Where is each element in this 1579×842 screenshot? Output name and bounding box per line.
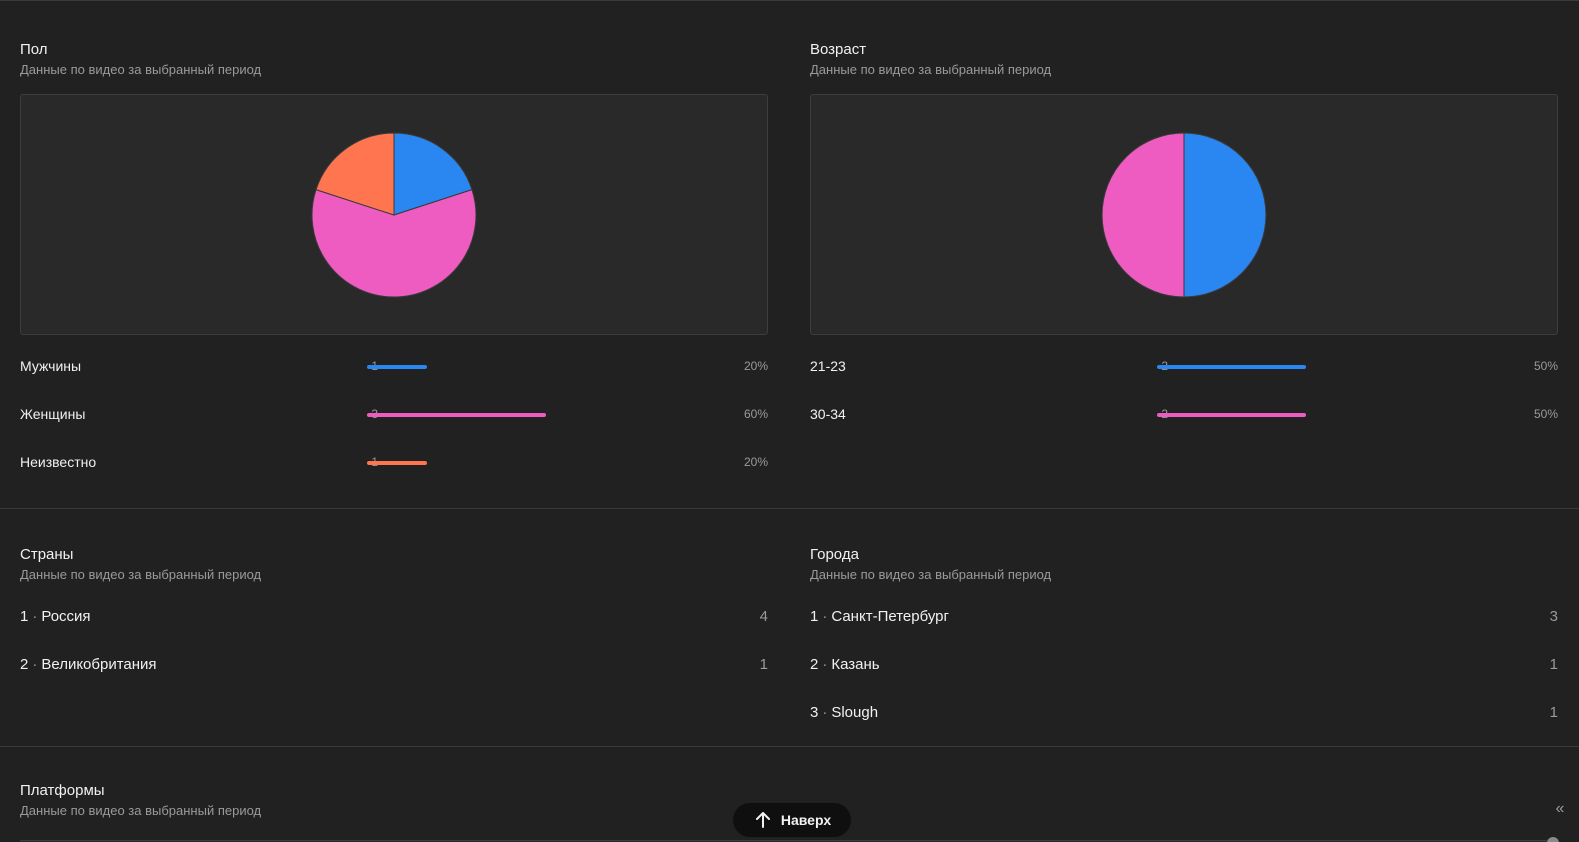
list-item-separator: · — [822, 656, 828, 673]
list-item-count: 1 — [1549, 704, 1558, 721]
list-item-name: Великобритания — [41, 656, 157, 673]
list-item-left: 2 · Казань — [810, 654, 880, 676]
age-pie-svg — [1101, 132, 1267, 298]
list-item-left: 1 · Россия — [20, 606, 91, 628]
list-item: 1 · Санкт-Петербург 3 — [810, 606, 1558, 628]
scroll-to-top-label: Наверх — [780, 812, 832, 828]
distribution-percent: 60% — [743, 407, 768, 421]
list-item: 2 · Великобритания 1 — [20, 654, 768, 676]
list-item-index: 1 — [20, 608, 29, 625]
cities-subtitle: Данные по видео за выбранный период — [810, 567, 1052, 582]
countries-title: Страны — [20, 546, 74, 563]
distribution-bar-track — [1157, 413, 1457, 417]
list-item-separator: · — [32, 656, 38, 673]
cities-panel: Города Данные по видео за выбранный пери… — [810, 545, 1558, 721]
list-item-count: 3 — [1549, 608, 1558, 625]
gender-pie-svg — [311, 132, 477, 298]
platforms-section: Платформы Данные по видео за выбранный п… — [0, 747, 1579, 842]
distribution-bar-track — [367, 413, 667, 417]
platforms-chart-box — [20, 840, 1547, 842]
list-item-name: Россия — [41, 608, 91, 625]
list-item-separator: · — [32, 608, 38, 625]
list-item: 2 · Казань 1 — [810, 654, 1558, 676]
distribution-row: Мужчины120% — [20, 356, 768, 376]
list-item-count: 4 — [759, 608, 768, 625]
list-item-left: 3 · Slough — [810, 702, 878, 724]
distribution-label: Женщины — [20, 406, 86, 422]
age-title: Возраст — [810, 41, 867, 58]
pie-slice-2[interactable] — [1101, 132, 1185, 298]
distribution-percent: 50% — [1533, 359, 1558, 373]
list-item-index: 2 — [20, 656, 29, 673]
distribution-label: 21-23 — [810, 358, 846, 374]
distribution-row: 21-23250% — [810, 356, 1558, 376]
list-item-separator: · — [822, 608, 828, 625]
distribution-bar-track — [367, 365, 667, 369]
distribution-label: Неизвестно — [20, 454, 97, 470]
list-item-index: 2 — [810, 656, 819, 673]
list-item-left: 1 · Санкт-Петербург — [810, 606, 949, 628]
distribution-row: Женщины360% — [20, 404, 768, 424]
list-item: 1 · Россия 4 — [20, 606, 768, 628]
pie-slice-1[interactable] — [393, 132, 473, 216]
demographics-section: Пол Данные по видео за выбранный период … — [0, 1, 1579, 509]
arrow-up-icon — [755, 812, 770, 828]
countries-subtitle: Данные по видео за выбранный период — [20, 567, 262, 582]
list-item-name: Санкт-Петербург — [831, 608, 949, 625]
scroll-to-top-button[interactable]: Наверх — [733, 803, 851, 837]
distribution-bar-track — [367, 461, 667, 465]
list-item: 3 · Slough 1 — [810, 702, 1558, 724]
distribution-bar — [1157, 365, 1306, 369]
distribution-percent: 20% — [743, 455, 768, 469]
double-chevron-left-icon[interactable]: « — [1555, 800, 1565, 817]
age-panel: Возраст Данные по видео за выбранный пер… — [810, 40, 1558, 422]
list-item-name: Казань — [831, 656, 880, 673]
geography-section: Страны Данные по видео за выбранный пери… — [0, 509, 1579, 747]
age-pie-chart — [810, 94, 1558, 335]
platforms-subtitle: Данные по видео за выбранный период — [20, 803, 262, 818]
scrollbar-thumb[interactable] — [1547, 837, 1559, 842]
platforms-panel: Платформы Данные по видео за выбранный п… — [20, 781, 768, 820]
gender-subtitle: Данные по видео за выбранный период — [20, 62, 262, 77]
pie-slice-1[interactable] — [1183, 132, 1267, 298]
distribution-percent: 20% — [743, 359, 768, 373]
distribution-bar — [367, 365, 427, 369]
platforms-title: Платформы — [20, 782, 105, 799]
pie-slice-3[interactable] — [315, 132, 395, 216]
distribution-bar — [367, 413, 546, 417]
list-item-name: Slough — [831, 704, 879, 721]
distribution-percent: 50% — [1533, 407, 1558, 421]
list-item-left: 2 · Великобритания — [20, 654, 157, 676]
distribution-bar — [367, 461, 427, 465]
pie-slice-2[interactable] — [311, 189, 477, 298]
distribution-row: 30-34250% — [810, 404, 1558, 424]
distribution-row: Неизвестно120% — [20, 452, 768, 472]
list-item-count: 1 — [1549, 656, 1558, 673]
cities-title: Города — [810, 546, 859, 563]
gender-panel: Пол Данные по видео за выбранный период … — [20, 40, 768, 470]
list-item-index: 3 — [810, 704, 819, 721]
age-subtitle: Данные по видео за выбранный период — [810, 62, 1052, 77]
list-item-separator: · — [822, 704, 828, 721]
distribution-bar-track — [1157, 365, 1457, 369]
distribution-label: 30-34 — [810, 406, 846, 422]
gender-pie-chart — [20, 94, 768, 335]
distribution-label: Мужчины — [20, 358, 82, 374]
list-item-index: 1 — [810, 608, 819, 625]
countries-panel: Страны Данные по видео за выбранный пери… — [20, 545, 768, 673]
distribution-bar — [1157, 413, 1306, 417]
list-item-count: 1 — [759, 656, 768, 673]
gender-title: Пол — [20, 41, 48, 58]
